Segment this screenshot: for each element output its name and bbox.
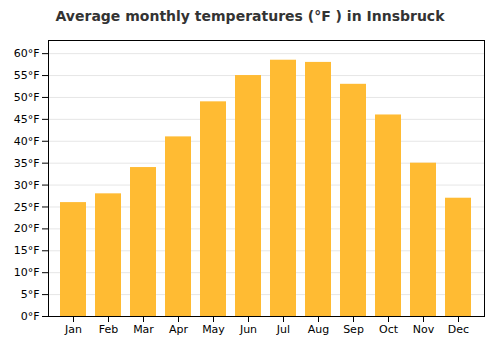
svg-text:55°F: 55°F [14, 69, 40, 82]
svg-text:60°F: 60°F [14, 47, 40, 60]
svg-text:10°F: 10°F [14, 266, 40, 279]
svg-text:40°F: 40°F [14, 135, 40, 148]
svg-text:Jun: Jun [239, 323, 257, 336]
svg-text:50°F: 50°F [14, 91, 40, 104]
svg-text:Oct: Oct [379, 323, 399, 336]
svg-text:Nov: Nov [413, 323, 435, 336]
svg-text:20°F: 20°F [14, 222, 40, 235]
svg-text:May: May [202, 323, 225, 336]
svg-text:Apr: Apr [169, 323, 189, 336]
svg-text:Feb: Feb [99, 323, 118, 336]
svg-text:Mar: Mar [133, 323, 154, 336]
svg-text:45°F: 45°F [14, 113, 40, 126]
svg-text:Jul: Jul [276, 323, 290, 336]
svg-text:0°F: 0°F [21, 310, 40, 323]
svg-text:5°F: 5°F [21, 288, 40, 301]
svg-text:Sep: Sep [343, 323, 364, 336]
svg-text:25°F: 25°F [14, 200, 40, 213]
svg-text:Aug: Aug [308, 323, 329, 336]
svg-text:30°F: 30°F [14, 179, 40, 192]
svg-text:Jan: Jan [64, 323, 82, 336]
svg-text:15°F: 15°F [14, 244, 40, 257]
svg-text:35°F: 35°F [14, 157, 40, 170]
svg-text:Dec: Dec [448, 323, 469, 336]
html-text:Average monthly temperatures (: Average monthly temperatures (°F ) in In… [55, 8, 445, 24]
